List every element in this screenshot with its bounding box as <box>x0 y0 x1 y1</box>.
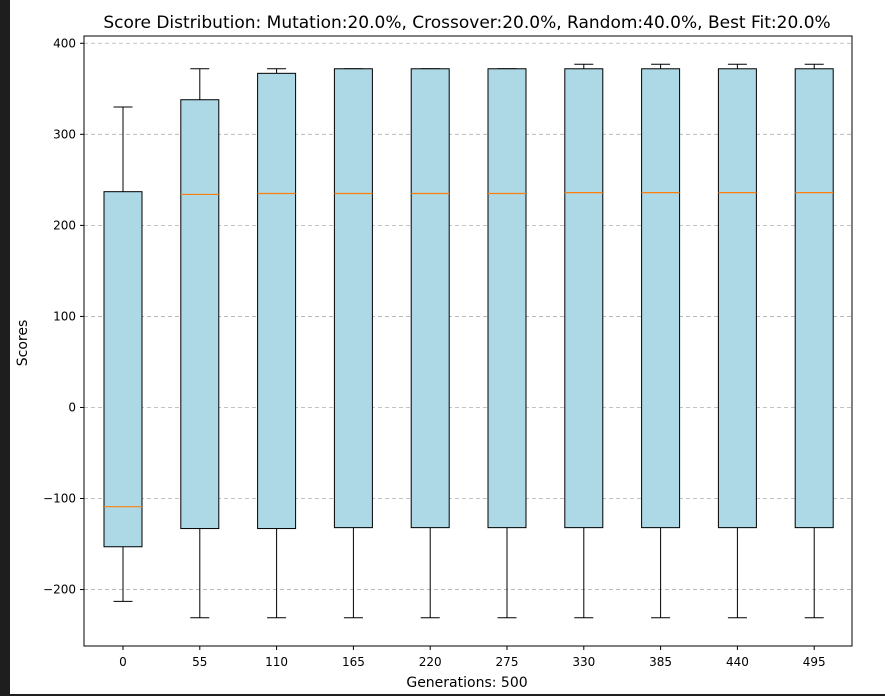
bottom-dark-strip <box>0 694 885 696</box>
left-dark-strip <box>0 0 10 696</box>
box-iqr <box>410 68 450 529</box>
y-tick-label: 200 <box>53 218 76 232</box>
x-tick-label: 220 <box>419 655 442 669</box>
box-iqr <box>257 72 297 530</box>
plot-frame <box>83 35 853 647</box>
y-tick-label: 400 <box>53 36 76 50</box>
chart-title: Score Distribution: Mutation:20.0%, Cros… <box>103 13 830 33</box>
y-tick-label: 300 <box>53 127 76 141</box>
y-tick-label: −200 <box>43 583 76 597</box>
x-tick-label: 165 <box>342 655 365 669</box>
y-tick-label: 100 <box>53 309 76 323</box>
x-tick-label: 440 <box>726 655 749 669</box>
box-iqr <box>641 68 681 529</box>
x-tick-label: 385 <box>649 655 672 669</box>
box-iqr <box>333 68 373 529</box>
x-axis-ticks: 0 55 110 165 220 275 330 385 440 495 <box>119 646 826 669</box>
x-tick-label: 0 <box>119 655 127 669</box>
x-tick-label: 495 <box>803 655 826 669</box>
y-tick-label: 0 <box>68 400 76 414</box>
box-iqr <box>717 68 757 529</box>
x-tick-label: 110 <box>265 655 288 669</box>
box-iqr <box>564 68 604 529</box>
box-iqr <box>180 99 220 530</box>
x-axis-label: Generations: 500 <box>406 675 527 691</box>
x-tick-label: 55 <box>192 655 207 669</box>
y-axis-label: Scores <box>15 320 31 367</box>
box-iqr <box>794 68 834 529</box>
x-tick-label: 330 <box>572 655 595 669</box>
box-iqr <box>487 68 527 529</box>
x-tick-label: 275 <box>496 655 519 669</box>
y-axis-ticks: 400 300 200 100 0 −100 −200 <box>43 36 84 597</box>
y-tick-label: −100 <box>43 492 76 506</box>
box-series <box>103 63 834 619</box>
box-iqr <box>103 191 143 548</box>
